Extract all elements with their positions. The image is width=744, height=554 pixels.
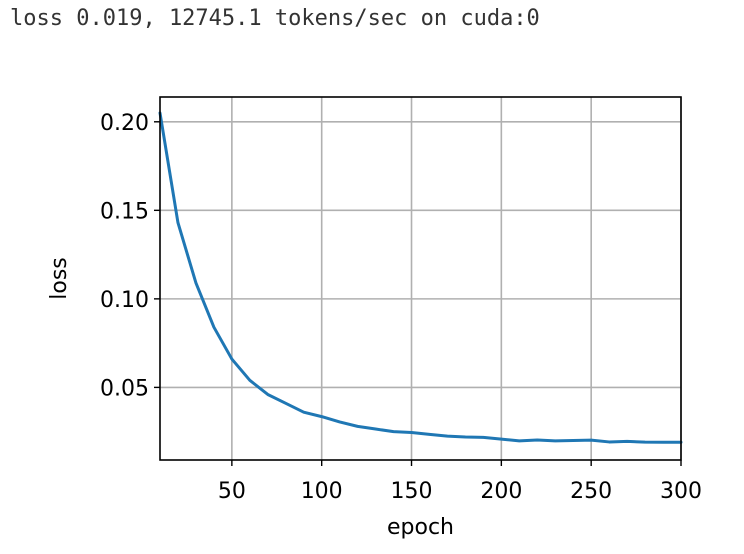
y-tick-label: 0.20 [100, 111, 149, 136]
x-tick-label: 100 [301, 479, 343, 504]
loss-line [158, 111, 683, 444]
plot-frame [159, 96, 682, 461]
y-tick-label: 0.05 [100, 376, 149, 401]
series-lines [158, 111, 683, 444]
x-tick-label: 50 [218, 479, 246, 504]
x-tick-label: 150 [391, 479, 433, 504]
console-output: loss 0.019, 12745.1 tokens/sec on cuda:0 [10, 6, 540, 31]
y-axis-label: loss [47, 257, 72, 300]
axis-ticks: 50 100 150 200 250 300 0.05 0.10 0.15 0.20 [100, 111, 702, 504]
x-axis-label: epoch [387, 515, 454, 540]
y-tick-label: 0.10 [100, 288, 149, 313]
x-tick-label: 250 [570, 479, 612, 504]
x-tick-label: 300 [660, 479, 702, 504]
grid-lines [160, 97, 682, 460]
x-tick-label: 200 [480, 479, 522, 504]
y-tick-label: 0.15 [100, 199, 149, 224]
